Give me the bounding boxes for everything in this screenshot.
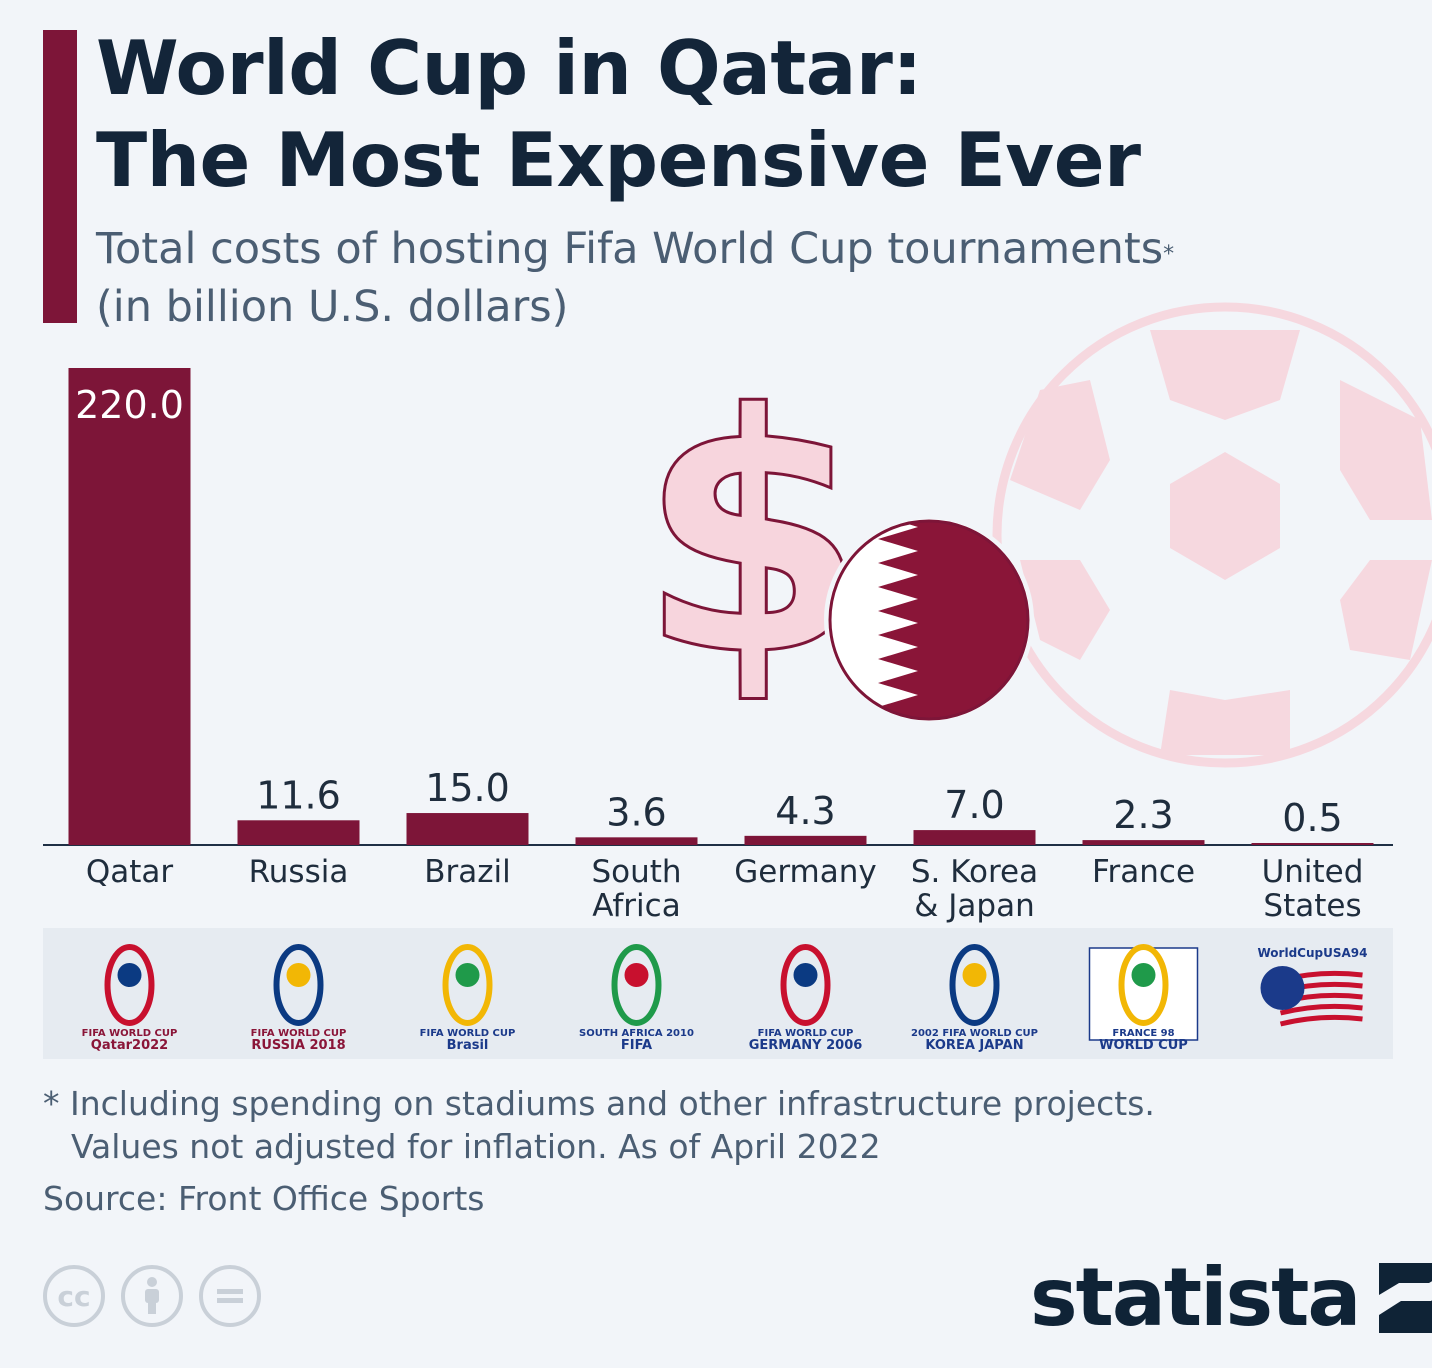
- logo-emblem-0: [104, 944, 155, 1026]
- category-label-4-0: Germany: [734, 854, 876, 890]
- source-note: Source: Front Office Sports: [43, 1179, 485, 1218]
- soccer-ball-icon: [992, 302, 1432, 768]
- category-label-5-0: S. Korea: [911, 854, 1038, 890]
- bar-5: [913, 830, 1036, 845]
- footnote-line-2: Values not adjusted for inflation. As of…: [71, 1127, 881, 1166]
- value-label-2: 15.0: [425, 766, 510, 810]
- logo-emblem-5: [949, 944, 1000, 1026]
- logo-emblem-1: [273, 944, 324, 1026]
- bar-4: [744, 835, 867, 845]
- logo-ball-3: [624, 963, 649, 987]
- logo-stripe-4: [1279, 1014, 1363, 1027]
- subtitle: Total costs of hosting Fifa World Cup to…: [96, 220, 1396, 336]
- category-label-2-0: Brazil: [424, 854, 511, 890]
- attribution-icon[interactable]: [121, 1265, 183, 1327]
- page-title: World Cup in Qatar: The Most Expensive E…: [96, 22, 1396, 206]
- brand-name: statista: [1030, 1251, 1361, 1344]
- no-derivatives-icon[interactable]: [199, 1265, 261, 1327]
- value-label-4: 4.3: [775, 789, 835, 833]
- dollar-sign-icon: $: [637, 343, 870, 730]
- logo-emblem-2: [442, 944, 493, 1026]
- value-label-7: 0.5: [1282, 796, 1342, 840]
- logo-text-5-1: KOREA JAPAN: [925, 1038, 1023, 1053]
- logo-ball-4: [793, 963, 818, 987]
- logo-ball-7: [1260, 966, 1305, 1010]
- subtitle-footnote-marker: *: [1163, 242, 1175, 267]
- subtitle-line-2: (in billion U.S. dollars): [96, 282, 569, 332]
- bar-1: [237, 820, 360, 845]
- bar-2: [406, 813, 529, 845]
- logo-text-3-1: FIFA: [621, 1038, 652, 1053]
- value-label-6: 2.3: [1113, 793, 1173, 837]
- value-label-1: 11.6: [256, 773, 341, 817]
- bar-6: [1082, 840, 1205, 845]
- logo-frame-6: [1088, 947, 1199, 1041]
- footnote: * Including spending on stadiums and oth…: [43, 1082, 1403, 1168]
- license-icons: cc: [43, 1265, 261, 1327]
- title-accent-bar: [43, 30, 77, 323]
- logo-ball-5: [962, 963, 987, 987]
- logo-text-0-0: FIFA WORLD CUP: [82, 1028, 178, 1039]
- svg-text:$: $: [638, 344, 868, 728]
- bar-0: [68, 368, 191, 845]
- logo-ball-0: [117, 963, 142, 987]
- logo-text-7-0: WorldCupUSA94: [1258, 946, 1368, 960]
- logo-text-4-1: GERMANY 2006: [749, 1038, 863, 1053]
- qatar-flag-icon: [824, 515, 1034, 725]
- logo-text-1-0: FIFA WORLD CUP: [251, 1028, 347, 1039]
- footnote-line-1: * Including spending on stadiums and oth…: [43, 1084, 1155, 1123]
- logo-text-3-0: SOUTH AFRICA 2010: [579, 1028, 694, 1039]
- logo-ball-1: [286, 963, 311, 987]
- logo-text-1-1: RUSSIA 2018: [251, 1038, 345, 1053]
- category-label-0-0: Qatar: [86, 854, 174, 890]
- bar-3: [575, 837, 698, 845]
- logo-text-2-0: FIFA WORLD CUP: [420, 1028, 516, 1039]
- value-label-0: 220.0: [75, 383, 184, 427]
- value-label-5: 7.0: [944, 783, 1004, 827]
- category-label-3-0: South: [591, 854, 681, 890]
- cc-icon[interactable]: cc: [43, 1265, 105, 1327]
- bar-7: [1251, 843, 1374, 845]
- logo-text-6-0: FRANCE 98: [1112, 1028, 1174, 1039]
- title-line-2: The Most Expensive Ever: [96, 116, 1141, 204]
- logo-text-6-1: WORLD CUP: [1099, 1038, 1188, 1053]
- logo-text-4-0: FIFA WORLD CUP: [758, 1028, 854, 1039]
- statista-brand[interactable]: statista: [1030, 1248, 1432, 1348]
- logo-emblem-3: [611, 944, 662, 1026]
- logo-text-2-1: Brasil: [447, 1038, 489, 1053]
- logo-emblem-4: [780, 944, 831, 1026]
- statista-logo-icon: [1379, 1263, 1432, 1333]
- bar-chart: $ 220.0 11.6 15.0 3.6 4.3 7.0 2.3 0.5 Qatar Russ…: [43, 302, 1432, 1059]
- title-line-1: World Cup in Qatar:: [96, 24, 922, 112]
- category-label-3-1: Africa: [592, 888, 680, 924]
- logo-stripe-3: [1279, 1003, 1363, 1016]
- value-label-3: 3.6: [606, 790, 666, 834]
- category-label-5-1: & Japan: [914, 888, 1035, 924]
- category-label-7-1: States: [1263, 888, 1361, 924]
- category-label-7-0: United: [1262, 854, 1364, 890]
- subtitle-line-1: Total costs of hosting Fifa World Cup to…: [96, 224, 1164, 274]
- tournament-logo-7: WorldCupUSA94: [1258, 946, 1368, 1027]
- category-label-6-0: France: [1092, 854, 1195, 890]
- logo-ball-6: [1131, 963, 1156, 987]
- logo-text-0-1: Qatar2022: [91, 1038, 168, 1053]
- category-label-1-0: Russia: [249, 854, 349, 890]
- logo-text-5-0: 2002 FIFA WORLD CUP: [911, 1028, 1038, 1039]
- logo-ball-2: [455, 963, 480, 987]
- logo-emblem-6: [1118, 944, 1169, 1026]
